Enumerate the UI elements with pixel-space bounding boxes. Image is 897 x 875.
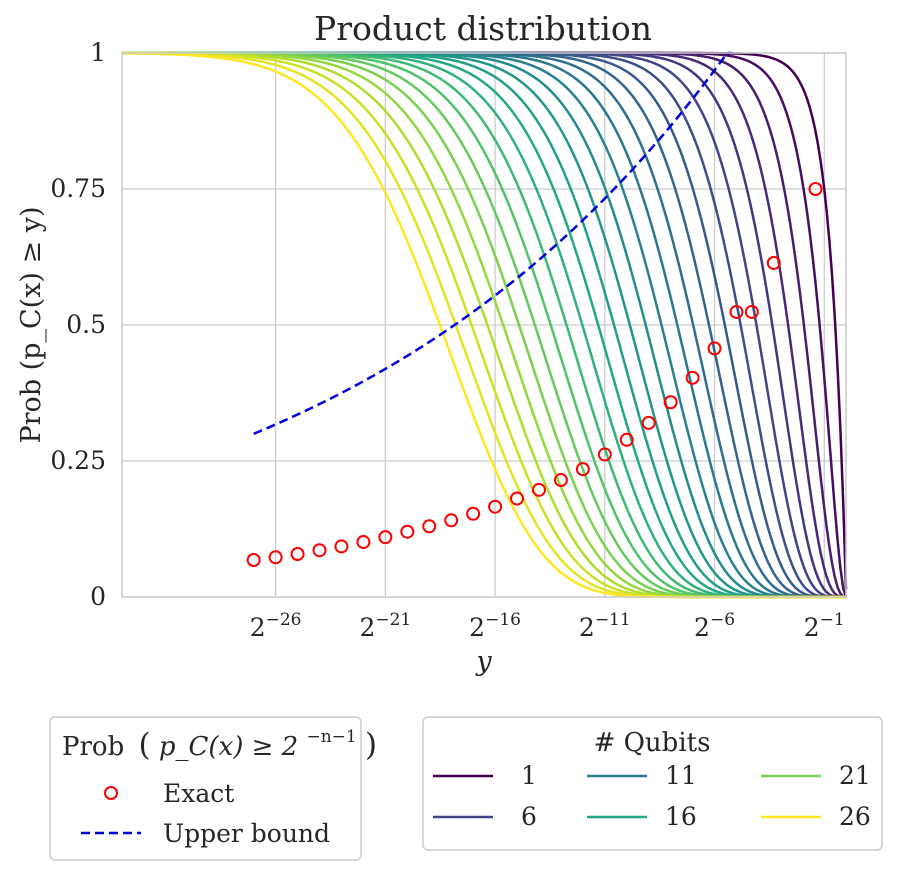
exact-point-10: [466, 506, 481, 521]
x-tick-exp-4: −6: [710, 610, 735, 630]
legend-prob-title-prefix: Prob: [62, 732, 124, 762]
x-tick-base-5: 2: [804, 613, 820, 642]
exact-point-20: [685, 370, 700, 385]
exact-point-7: [400, 524, 415, 539]
exact-point-4: [334, 539, 349, 554]
x-tick-exp-0: −26: [266, 610, 302, 630]
legend-upper-bound-label: Upper bound: [163, 819, 330, 848]
exact-point-19: [663, 395, 678, 410]
exact-point-16: [597, 447, 612, 462]
legend-qubit-label-16: 16: [665, 802, 697, 831]
exact-point-18: [641, 415, 656, 430]
legend-prob-title-exp: −n−1: [306, 727, 356, 747]
y-tick-3: 0.75: [50, 174, 106, 203]
y-axis-label-text: Prob (p_C(x) ≥ y): [16, 206, 47, 443]
x-tick-4: 2−6: [694, 610, 735, 642]
legend-qubit-label-11: 11: [665, 761, 697, 790]
exact-point-25: [808, 182, 823, 196]
exact-point-0: [246, 553, 261, 568]
x-tick-exp-3: −11: [595, 610, 631, 630]
exact-point-22: [729, 304, 744, 319]
exact-point-12: [510, 491, 525, 506]
exact-point-11: [488, 499, 503, 514]
exact-point-13: [531, 482, 546, 497]
exact-point-8: [422, 519, 437, 534]
x-axis-label: y: [475, 646, 492, 677]
exact-point-17: [619, 432, 634, 447]
legend-exact-marker: [104, 786, 118, 800]
exact-point-5: [356, 535, 371, 550]
y-tick-0: 0: [90, 582, 106, 611]
exact-point-6: [378, 530, 393, 545]
x-tick-base-3: 2: [579, 613, 595, 642]
legend-prob-title: Prob ( p_C(x) ≥ 2 −n−1 ): [62, 719, 377, 763]
y-axis-label: Prob (p_C(x) ≥ y): [16, 206, 47, 443]
exact-point-15: [575, 462, 590, 477]
y-axis-ticks: 0 0.25 0.5 0.75 1: [50, 38, 106, 611]
exact-point-23: [744, 304, 759, 319]
legend-qubit-label-1: 1: [521, 761, 537, 790]
upper-bound-line: [253, 51, 733, 435]
x-tick-exp-5: −1: [820, 610, 845, 630]
legend-exact-label: Exact: [163, 779, 234, 808]
x-tick-2: 2−16: [469, 610, 521, 642]
exact-point-1: [268, 550, 283, 565]
x-tick-base-2: 2: [469, 613, 485, 642]
exact-point-9: [444, 513, 459, 528]
y-tick-2: 0.5: [66, 310, 106, 339]
x-tick-5: 2−1: [804, 610, 845, 642]
legend-prob: Prob ( p_C(x) ≥ 2 −n−1 ) Exact Upper bou…: [49, 716, 377, 861]
exact-point-2: [290, 547, 305, 562]
chart-title: Product distribution: [314, 9, 652, 48]
legend-qubit-label-6: 6: [521, 802, 537, 831]
x-axis-ticks: 2−26 2−21 2−16 2−11 2−6 2−1: [250, 610, 845, 642]
y-tick-4: 1: [90, 38, 106, 67]
x-tick-base-4: 2: [694, 613, 710, 642]
exact-point-14: [553, 473, 568, 488]
x-tick-0: 2−26: [250, 610, 302, 642]
legend-qubit-label-26: 26: [839, 802, 871, 831]
x-tick-exp-2: −16: [485, 610, 521, 630]
legend-prob-box: [49, 716, 362, 861]
x-tick-exp-1: −21: [375, 610, 411, 630]
x-tick-3: 2−11: [579, 610, 631, 642]
legend-prob-title-math: p_C(x) ≥ 2: [159, 732, 298, 762]
x-tick-base-1: 2: [359, 613, 375, 642]
x-tick-base-0: 2: [250, 613, 266, 642]
x-tick-1: 2−21: [359, 610, 411, 642]
exact-point-21: [707, 341, 722, 356]
plot-frame: [121, 52, 847, 598]
exact-series: [246, 182, 823, 568]
exact-point-3: [312, 543, 327, 558]
y-tick-1: 0.25: [50, 446, 106, 475]
legend-qubit-label-21: 21: [839, 761, 871, 790]
legend-qubits-title: # Qubits: [594, 728, 711, 758]
exact-point-24: [766, 255, 781, 270]
upper-bound-series: [253, 51, 733, 435]
